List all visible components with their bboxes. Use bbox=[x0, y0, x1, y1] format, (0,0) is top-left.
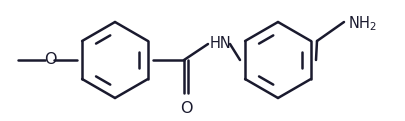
Text: HN: HN bbox=[209, 37, 231, 52]
Text: O: O bbox=[44, 53, 56, 68]
Text: O: O bbox=[179, 101, 192, 116]
Text: NH$_2$: NH$_2$ bbox=[347, 14, 376, 33]
